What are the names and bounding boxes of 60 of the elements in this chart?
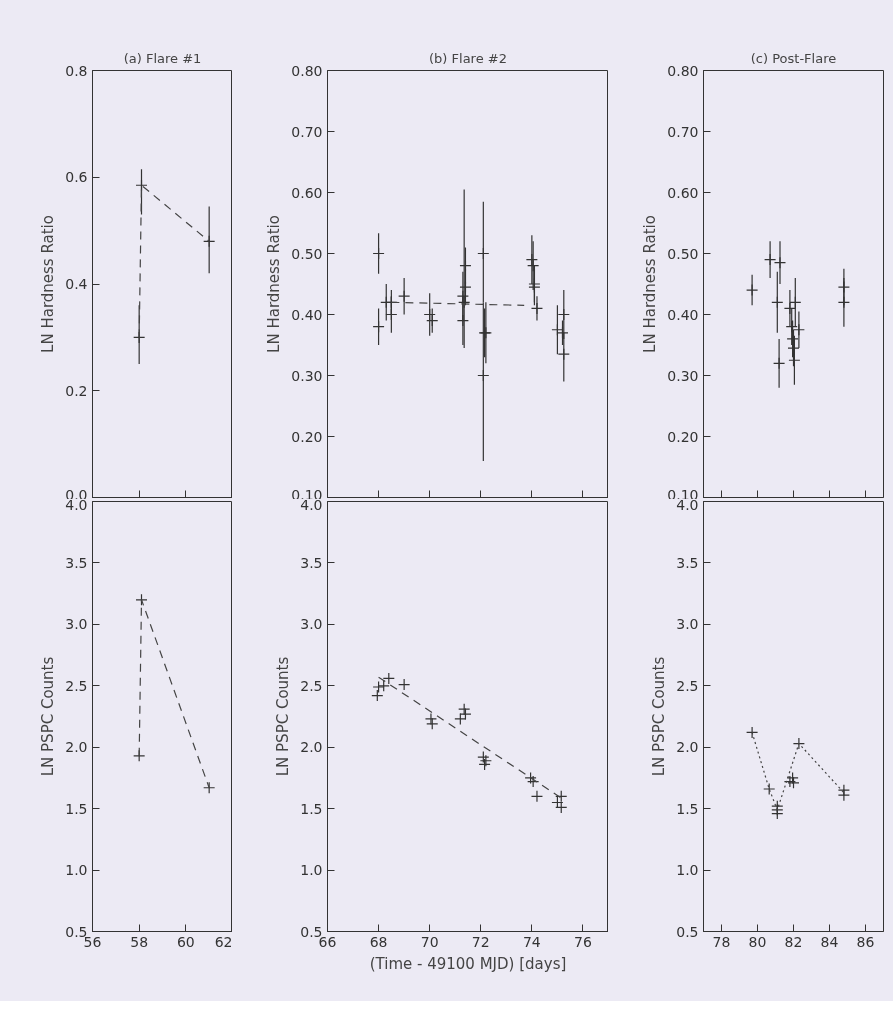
chart-title: (a) Flare #1 xyxy=(123,50,202,66)
y-axis-title: LN Hardness Ratio xyxy=(641,215,660,353)
y-tick-label: 1.0 xyxy=(676,862,699,879)
y-tick-label: 0.2 xyxy=(65,382,88,399)
y-tick-label: 3.5 xyxy=(676,554,699,571)
x-tick-label: 60 xyxy=(176,933,195,950)
y-tick-label: 2.0 xyxy=(300,739,323,756)
y-tick-label: 0.50 xyxy=(291,245,323,262)
y-tick-label: 1.5 xyxy=(65,800,88,817)
x-tick-label: 72 xyxy=(471,933,490,950)
y-tick-label: 0.4 xyxy=(65,276,88,292)
y-tick-label: 0.20 xyxy=(291,428,323,445)
y-tick-label: 2.5 xyxy=(65,677,88,694)
y-tick-label: 0.6 xyxy=(65,169,88,186)
y-tick-label: 0.40 xyxy=(291,306,323,323)
x-tick-label: 86 xyxy=(856,933,875,950)
y-tick-label: 0.50 xyxy=(667,245,699,262)
y-tick-label: 0.70 xyxy=(667,123,699,140)
y-tick-label: 0.20 xyxy=(667,428,699,445)
y-tick-label: 2.5 xyxy=(300,677,323,694)
y-tick-label: 1.5 xyxy=(676,800,699,817)
y-tick-label: 0.80 xyxy=(291,62,323,79)
y-tick-label: 0.30 xyxy=(667,367,699,384)
y-tick-label: 3.0 xyxy=(65,616,88,633)
y-tick-label: 3.0 xyxy=(676,616,699,633)
y-tick-label: 0.70 xyxy=(291,123,323,140)
y-axis-title: LN PSPC Counts xyxy=(650,656,669,777)
y-tick-label: 0.30 xyxy=(291,367,323,384)
x-axis-title: (Time - 49100 MJD) [days] xyxy=(369,954,567,973)
y-tick-label: 0.60 xyxy=(667,184,699,201)
y-tick-label: 1.5 xyxy=(300,800,323,817)
y-tick-label: 0.8 xyxy=(65,62,88,79)
y-tick-label: 1.0 xyxy=(65,862,88,879)
x-tick-label: 78 xyxy=(712,933,731,950)
x-tick-label: 76 xyxy=(574,933,592,950)
x-tick-label: 84 xyxy=(820,933,839,950)
y-tick-label: 2.0 xyxy=(676,739,699,756)
y-tick-label: 0.40 xyxy=(667,306,699,323)
y-tick-label: 3.0 xyxy=(300,616,323,633)
y-axis-title: LN Hardness Ratio xyxy=(39,215,58,353)
y-tick-label: 1.0 xyxy=(300,862,323,879)
x-tick-label: 62 xyxy=(214,933,233,950)
chart-title: (c) Post-Flare xyxy=(750,50,837,66)
x-tick-label: 70 xyxy=(420,933,439,950)
y-tick-label: 3.5 xyxy=(300,554,323,571)
y-axis-title: LN PSPC Counts xyxy=(39,656,58,777)
y-tick-label: 2.0 xyxy=(65,739,88,756)
x-tick-label: 58 xyxy=(130,933,149,950)
x-tick-label: 82 xyxy=(784,933,803,950)
y-tick-label: 0.80 xyxy=(667,62,699,79)
y-tick-label: 3.5 xyxy=(65,554,88,571)
y-tick-label: 0.60 xyxy=(291,184,323,201)
y-axis-title: LN PSPC Counts xyxy=(274,656,293,777)
y-axis-title: LN Hardness Ratio xyxy=(265,215,284,353)
x-tick-label: 68 xyxy=(369,933,388,950)
chart-title: (b) Flare #2 xyxy=(429,50,507,66)
x-tick-label: 80 xyxy=(748,933,767,950)
y-tick-label: 2.5 xyxy=(676,677,699,694)
y-tick-label: 0.5 xyxy=(676,923,699,940)
x-tick-label: 74 xyxy=(522,933,541,950)
